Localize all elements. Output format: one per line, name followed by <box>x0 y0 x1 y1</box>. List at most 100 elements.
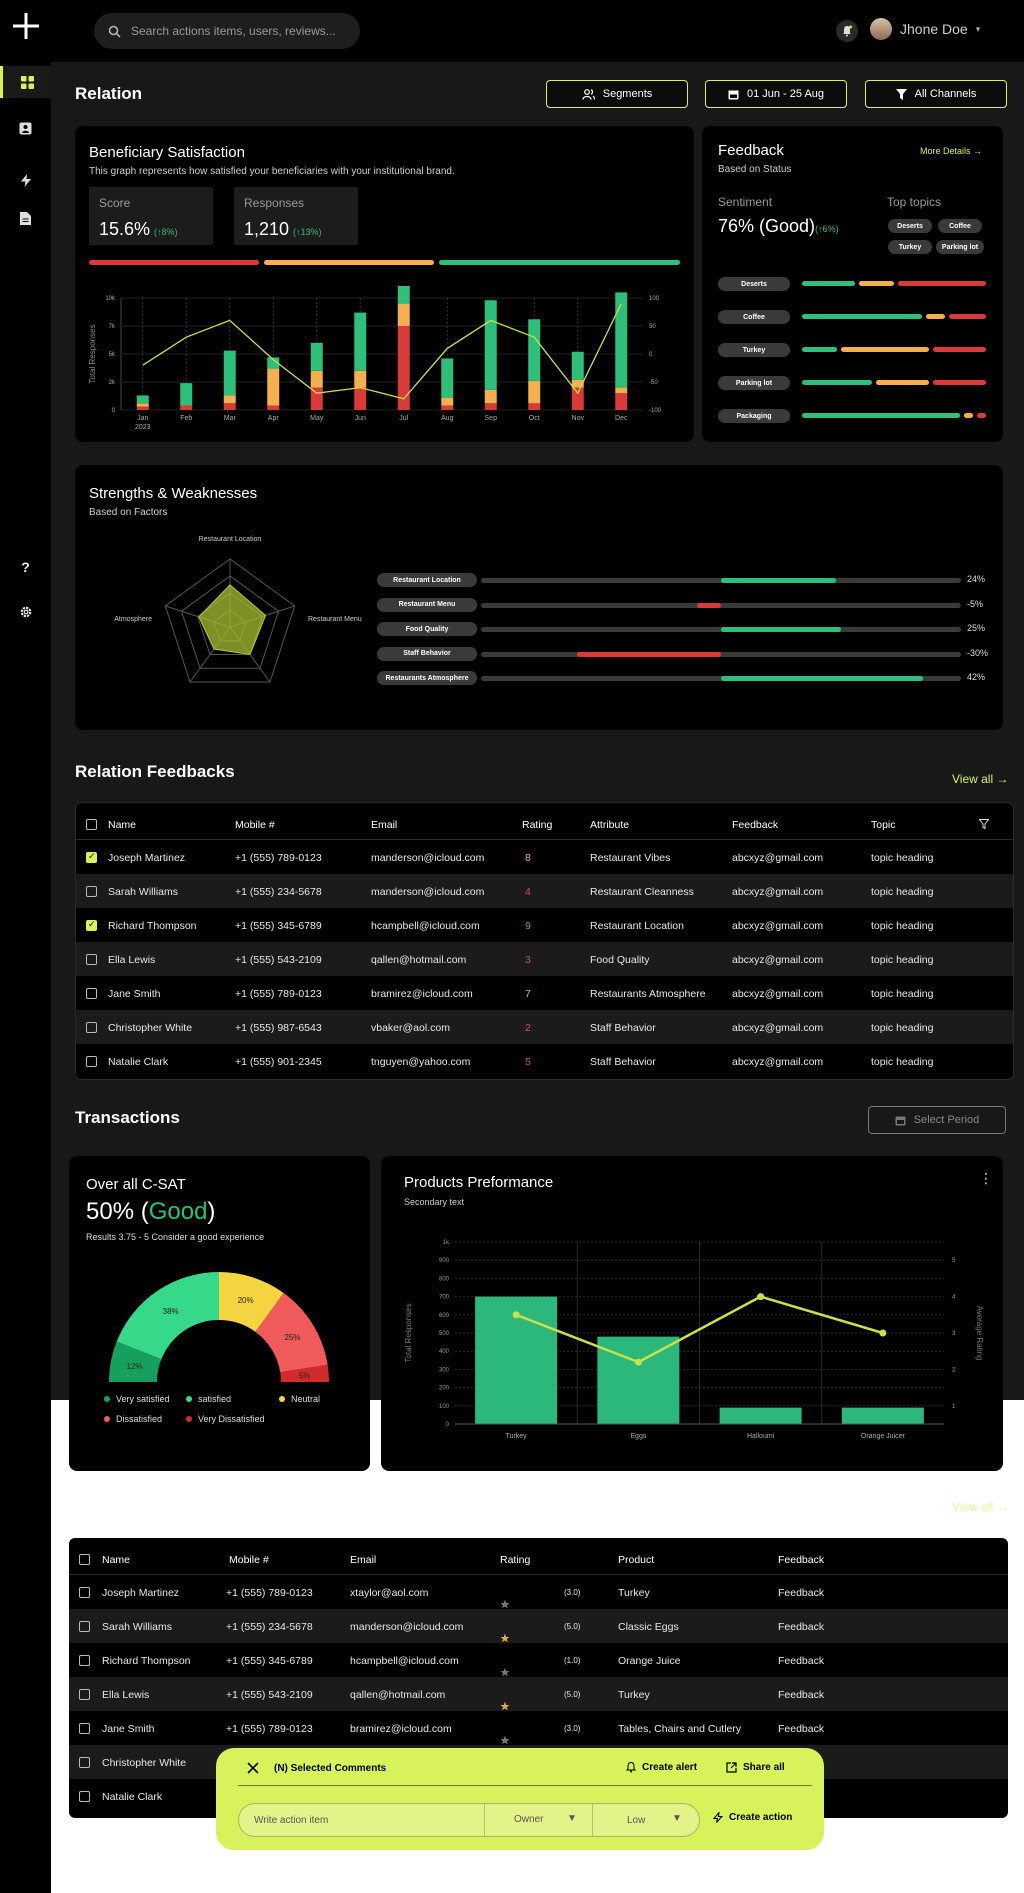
action-item-input[interactable]: Write action item <box>254 1815 329 1826</box>
sidebar-item-reports[interactable] <box>0 202 51 234</box>
table-row[interactable]: Richard Thompson +1 (555) 345-6789 hcampbe… <box>76 908 1013 942</box>
row-checkbox[interactable] <box>86 886 97 897</box>
column-header[interactable]: Name <box>108 819 137 831</box>
factor-value: -30% <box>967 647 989 658</box>
factor-tag[interactable]: Food Quality <box>377 622 477 636</box>
table-row[interactable]: Christopher White +1 (555) 987-6543 vbaker… <box>76 1010 1013 1044</box>
table-row[interactable]: Ella Lewis +1 (555) 543-2109 qallen@hotmai… <box>69 1677 1008 1713</box>
sidebar-item-actions[interactable] <box>0 164 51 196</box>
products-card: Products Preformance Secondary text ⋮ 1k… <box>381 1156 1003 1471</box>
row-checkbox[interactable] <box>79 1723 90 1734</box>
table-row[interactable]: Jane Smith +1 (555) 789-0123 bramirez@iclo… <box>69 1711 1008 1747</box>
view-all-link[interactable]: View all → <box>952 772 1008 786</box>
select-period-button[interactable]: Select Period <box>868 1106 1006 1134</box>
cell-rating: 4 <box>525 886 531 898</box>
score-metric: Score 15.6% (↑8%) <box>89 187 213 245</box>
row-checkbox[interactable] <box>79 1621 90 1632</box>
topic-tag[interactable]: Coffee <box>718 310 790 324</box>
column-header[interactable]: Rating <box>500 1554 531 1566</box>
column-header[interactable]: Mobile # <box>229 1554 269 1566</box>
row-checkbox[interactable] <box>86 919 97 931</box>
select-all-checkbox[interactable] <box>86 819 97 830</box>
cell-rating: 9 <box>525 920 531 932</box>
table-row[interactable]: Ella Lewis +1 (555) 543-2109 qallen@hotmai… <box>76 942 1013 976</box>
topic-tag[interactable]: Parking lot <box>718 376 790 390</box>
close-icon[interactable] <box>247 1762 259 1774</box>
cell-rating: (5.0) <box>564 1622 581 1631</box>
column-header[interactable]: Name <box>102 1554 131 1566</box>
column-header[interactable]: Mobile # <box>235 819 275 831</box>
table-row[interactable]: Richard Thompson +1 (555) 345-6789 hcampbe… <box>69 1643 1008 1679</box>
table-row[interactable]: Sarah Williams +1 (555) 234-5678 manderson… <box>69 1609 1008 1645</box>
column-header[interactable]: Rating <box>522 819 553 831</box>
column-header[interactable]: Attribute <box>590 819 630 831</box>
top-topic-tag[interactable]: Parking lot <box>936 240 984 254</box>
factor-tag[interactable]: Restaurant Location <box>377 573 477 587</box>
table-row[interactable]: Joseph Martinez +1 (555) 789-0123 xtaylor@… <box>69 1575 1008 1611</box>
topic-tag[interactable]: Deserts <box>718 277 790 291</box>
cell-rating: (1.0) <box>564 1656 581 1665</box>
cell-name: Sarah Williams <box>102 1621 173 1633</box>
create-alert-button[interactable]: Create alert <box>626 1762 697 1773</box>
topic-tag[interactable]: Packaging <box>718 409 790 423</box>
select-all-checkbox[interactable] <box>79 1554 90 1565</box>
app-logo[interactable] <box>12 12 40 40</box>
star-icon: ★ <box>500 1735 511 1747</box>
legend-dot <box>186 1396 192 1402</box>
table-row[interactable]: Sarah Williams +1 (555) 234-5678 manderson… <box>76 874 1013 908</box>
more-details-link[interactable]: More Details → <box>920 146 982 156</box>
factor-tag[interactable]: Restaurants Atmosphere <box>377 671 477 685</box>
priority-select[interactable]: Low <box>627 1815 646 1826</box>
row-checkbox[interactable] <box>79 1655 90 1666</box>
user-menu[interactable]: Jhone Doe ▾ <box>870 18 980 40</box>
date-range-button[interactable]: 01 Jun - 25 Aug <box>705 80 847 108</box>
sidebar-item-help[interactable]: ? <box>0 551 51 583</box>
sidebar-item-dashboard[interactable] <box>0 66 51 98</box>
sentiment-bar-red <box>898 281 986 286</box>
top-topic-tag[interactable]: Deserts <box>888 219 932 233</box>
notification-button[interactable] <box>836 20 858 42</box>
responses-label: Responses <box>244 196 305 210</box>
view-all-link[interactable]: View all → <box>952 1500 1008 1514</box>
create-action-button[interactable]: Create action <box>713 1812 792 1823</box>
share-all-button[interactable]: Share all <box>726 1762 785 1773</box>
factor-tag[interactable]: Restaurant Menu <box>377 597 477 612</box>
owner-select[interactable]: Owner <box>514 1814 544 1825</box>
table-row[interactable]: Natalie Clark +1 (555) 901-2345 tnguyen@ya… <box>76 1044 1013 1078</box>
topic-tag[interactable]: Turkey <box>718 343 790 357</box>
row-checkbox[interactable] <box>79 1791 90 1802</box>
table-row[interactable]: Joseph Martinez +1 (555) 789-0123 manderso… <box>76 840 1013 874</box>
search-input[interactable]: Search actions items, users, reviews... <box>94 13 360 49</box>
sidebar-item-settings[interactable] <box>0 596 51 628</box>
sentiment-bar-yellow <box>876 380 930 385</box>
csat-note: Results 3.75 - 5 Consider a good experie… <box>86 1232 265 1242</box>
column-header[interactable]: Email <box>371 819 398 831</box>
segments-button[interactable]: Segments <box>546 80 688 108</box>
row-checkbox[interactable] <box>79 1757 90 1768</box>
row-checkbox[interactable] <box>86 851 97 863</box>
column-header[interactable]: Topic <box>871 819 896 831</box>
more-options-icon[interactable]: ⋮ <box>979 1170 993 1186</box>
star-icon: ★ <box>500 1633 511 1645</box>
column-header[interactable]: Feedback <box>732 819 779 831</box>
top-topic-tag[interactable]: Turkey <box>888 240 932 254</box>
table-row[interactable]: Natalie Clark <box>69 1779 1008 1813</box>
row-checkbox[interactable] <box>79 1689 90 1700</box>
table-row[interactable]: Jane Smith +1 (555) 789-0123 bramirez@iclo… <box>76 976 1013 1010</box>
sidebar-item-users[interactable] <box>0 112 51 144</box>
row-checkbox[interactable] <box>79 1587 90 1598</box>
row-checkbox[interactable] <box>86 954 97 965</box>
column-header[interactable]: Feedback <box>778 1554 825 1566</box>
cell-feedback: Feedback <box>778 1723 825 1735</box>
filter-icon[interactable] <box>979 819 989 829</box>
legend-label: Dissatisfied <box>116 1414 163 1424</box>
top-topic-tag[interactable]: Coffee <box>938 219 982 233</box>
row-checkbox[interactable] <box>86 988 97 999</box>
channels-button[interactable]: All Channels <box>865 80 1007 108</box>
column-header[interactable]: Email <box>350 1554 377 1566</box>
column-header[interactable]: Product <box>618 1554 655 1566</box>
row-checkbox[interactable] <box>86 1056 97 1067</box>
row-checkbox[interactable] <box>86 1022 97 1033</box>
y-axis-label: Total Responses <box>404 1303 413 1362</box>
factor-tag[interactable]: Staff Behavior <box>377 646 477 661</box>
